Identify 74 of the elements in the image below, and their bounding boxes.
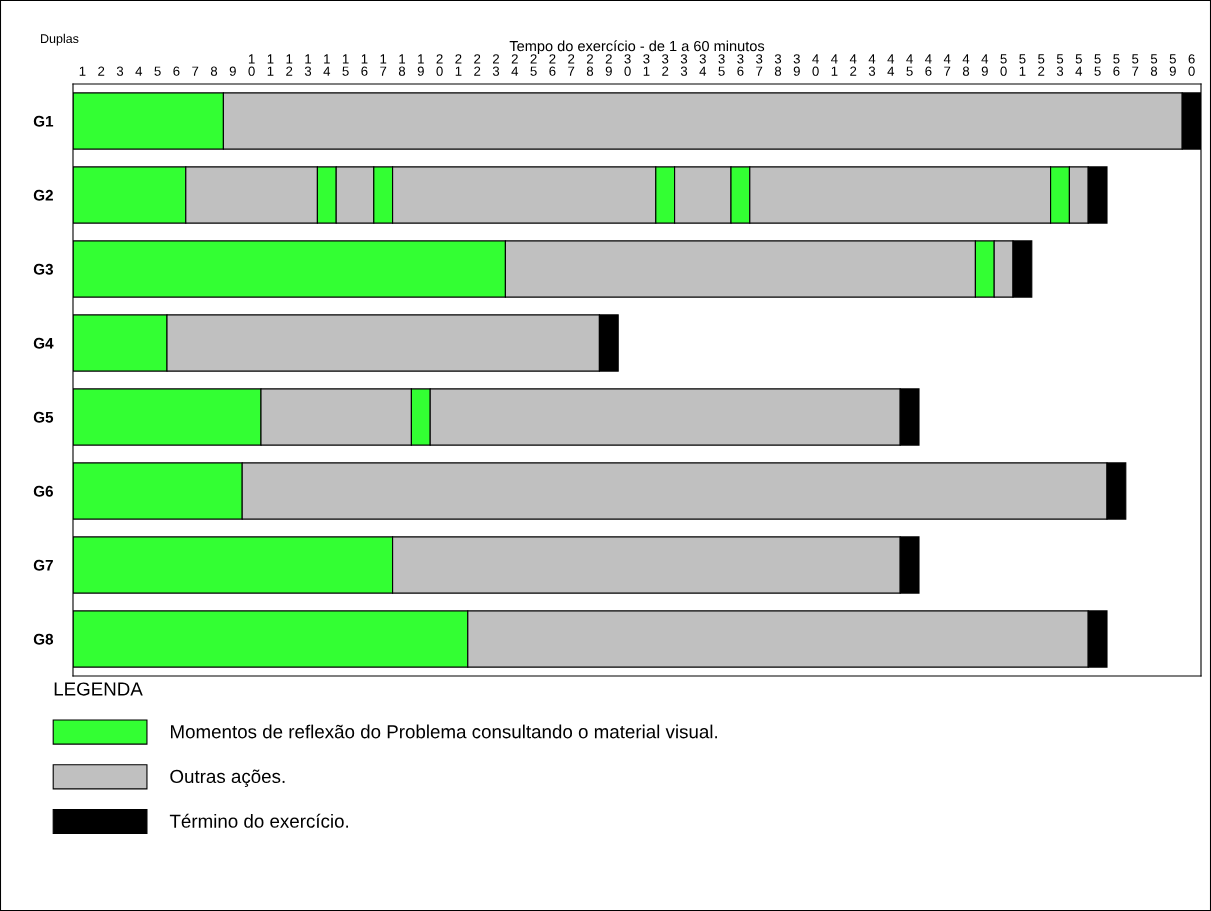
x-tick-label: 22 bbox=[474, 54, 481, 76]
x-tick-label: 37 bbox=[756, 54, 763, 76]
x-tick-label: 3 bbox=[116, 66, 124, 76]
x-tick-label: 60 bbox=[1188, 54, 1195, 76]
x-tick-label: 55 bbox=[1094, 54, 1101, 76]
x-tick-label: 19 bbox=[417, 54, 424, 76]
x-tick-label: 46 bbox=[925, 54, 932, 76]
y-tick-label: G1 bbox=[33, 115, 54, 127]
x-tick-label: 39 bbox=[793, 54, 800, 76]
legend-label: Momentos de reflexão do Problema consultando o material visual. bbox=[170, 724, 717, 739]
legend-title: LEGENDA bbox=[54, 682, 143, 696]
x-tick-label: 23 bbox=[492, 54, 500, 76]
x-tick-label: 6 bbox=[173, 66, 180, 76]
x-tick-label: 4 bbox=[135, 66, 143, 76]
x-tick-label: 20 bbox=[436, 54, 443, 76]
x-tick-label: 28 bbox=[586, 54, 594, 76]
x-tick-label: 59 bbox=[1169, 54, 1176, 76]
x-tick-label: 35 bbox=[718, 54, 725, 76]
x-tick-label: 30 bbox=[624, 54, 631, 76]
y-axis-title: Duplas bbox=[41, 33, 79, 46]
x-tick-label: 53 bbox=[1056, 54, 1064, 76]
x-tick-label: 51 bbox=[1019, 54, 1026, 76]
x-tick-label: 25 bbox=[530, 54, 537, 76]
x-tick-label: 32 bbox=[662, 54, 669, 76]
x-tick-label: 21 bbox=[455, 54, 462, 76]
x-tick-label: 33 bbox=[680, 54, 688, 76]
x-axis-title: Tempo do exercício - de 1 a 60 minutos bbox=[509, 40, 765, 55]
x-tick-label: 17 bbox=[380, 54, 387, 76]
x-tick-label: 10 bbox=[248, 54, 255, 76]
x-tick-label: 27 bbox=[568, 54, 575, 76]
x-tick-label: 13 bbox=[304, 54, 312, 76]
x-tick-label: 36 bbox=[737, 54, 744, 76]
x-tick-label: 45 bbox=[906, 54, 913, 76]
x-tick-label: 12 bbox=[286, 54, 293, 76]
x-tick-label: 48 bbox=[962, 54, 970, 76]
x-tick-label: 9 bbox=[229, 66, 236, 76]
x-tick-label: 14 bbox=[323, 54, 331, 76]
x-tick-label: 5 bbox=[154, 66, 161, 76]
x-tick-label: 52 bbox=[1038, 54, 1045, 76]
x-tick-label: 47 bbox=[943, 54, 951, 76]
x-tick-label: 54 bbox=[1075, 54, 1083, 76]
x-tick-label: 26 bbox=[549, 54, 556, 76]
x-tick-label: 34 bbox=[699, 54, 707, 76]
x-tick-label: 2 bbox=[98, 66, 105, 76]
x-tick-label: 1 bbox=[79, 66, 86, 76]
x-tick-label: 42 bbox=[849, 54, 857, 76]
x-tick-label: 11 bbox=[267, 54, 274, 76]
y-tick-label: G3 bbox=[33, 263, 53, 275]
y-tick-label: G6 bbox=[33, 485, 53, 497]
x-tick-label: 41 bbox=[831, 54, 838, 76]
x-tick-label: 44 bbox=[887, 54, 895, 76]
x-tick-label: 16 bbox=[361, 54, 368, 76]
x-tick-label: 18 bbox=[398, 54, 406, 76]
x-tick-label: 57 bbox=[1132, 54, 1139, 76]
x-tick-label: 38 bbox=[774, 54, 782, 76]
y-tick-label: G4 bbox=[33, 337, 54, 349]
x-tick-label: 50 bbox=[1000, 54, 1007, 76]
x-tick-label: 7 bbox=[192, 66, 199, 76]
x-tick-label: 43 bbox=[868, 54, 876, 76]
x-tick-label: 40 bbox=[812, 54, 819, 76]
legend-label: Término do exercício. bbox=[169, 813, 349, 828]
x-tick-label: 29 bbox=[605, 54, 612, 76]
x-tick-label: 8 bbox=[210, 66, 218, 76]
y-tick-label: G8 bbox=[33, 633, 54, 645]
x-tick-label: 49 bbox=[981, 54, 989, 76]
x-tick-label: 24 bbox=[511, 54, 519, 76]
y-tick-label: G2 bbox=[33, 189, 53, 201]
x-tick-label: 15 bbox=[342, 54, 349, 76]
legend-label: Outras ações. bbox=[170, 769, 285, 787]
y-tick-label: G5 bbox=[33, 411, 54, 423]
x-tick-label: 58 bbox=[1150, 54, 1158, 76]
x-tick-label: 56 bbox=[1113, 54, 1120, 76]
x-tick-label: 31 bbox=[643, 54, 650, 76]
y-tick-label: G7 bbox=[33, 559, 53, 571]
